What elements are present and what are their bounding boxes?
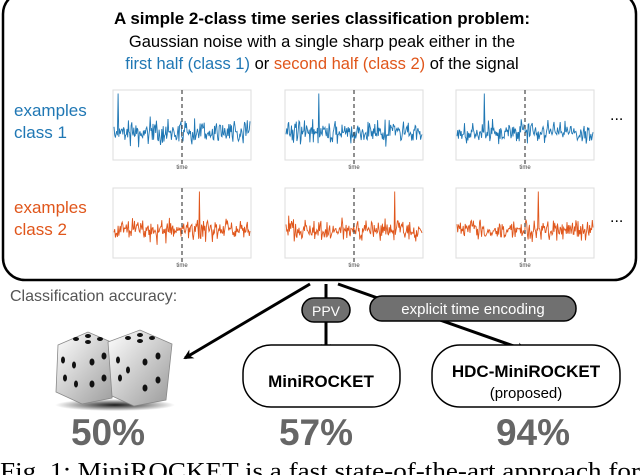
problem-box xyxy=(1,0,638,282)
ellipsis-row2: ... xyxy=(610,209,623,226)
hdc-minirocket-label: HDC-MiniROCKET xyxy=(452,362,601,381)
proposed-note: (proposed) xyxy=(490,385,563,402)
time-axis-label: time xyxy=(348,263,360,269)
time-axis-label: time xyxy=(176,263,188,269)
time-axis-label: time xyxy=(519,165,531,171)
time-axis-label: time xyxy=(176,165,188,171)
example-plots: time time time time time time xyxy=(112,89,595,269)
dice-icon xyxy=(55,329,175,411)
hdc-minirocket-accuracy: 94% xyxy=(496,412,570,453)
hdc-minirocket-box xyxy=(431,344,621,408)
figure-caption: Fig. 1: MiniROCKET is a fast state-of-th… xyxy=(0,459,640,475)
signal-line xyxy=(285,93,423,147)
title: A simple 2-class time series classificat… xyxy=(114,9,530,28)
random-accuracy: 50% xyxy=(71,412,145,453)
subtitle-line1: Gaussian noise with a single sharp peak … xyxy=(129,33,515,51)
minirocket-accuracy: 57% xyxy=(279,412,353,453)
row1-label-line2: class 1 xyxy=(14,123,67,142)
subtitle-line2: first half (class 1) or second half (cla… xyxy=(125,55,518,73)
row1-label-line1: examples xyxy=(14,101,87,120)
time-encoding-pill xyxy=(369,295,577,322)
accuracy-label: Classification accuracy: xyxy=(10,288,177,305)
minirocket-box xyxy=(242,344,401,408)
time-encoding-label: explicit time encoding xyxy=(401,301,544,318)
signal-line xyxy=(456,93,594,145)
signal-line xyxy=(113,93,251,148)
time-axis-label: time xyxy=(519,263,531,269)
signal-line xyxy=(285,191,423,242)
time-axis-label: time xyxy=(348,165,360,171)
minirocket-label: MiniROCKET xyxy=(268,372,374,391)
arrow-to-random xyxy=(183,282,311,360)
ellipsis-row1: ... xyxy=(610,107,623,124)
ppv-label: PPV xyxy=(312,303,341,319)
signal-line xyxy=(456,191,594,243)
row2-label-line1: examples xyxy=(14,198,87,217)
ppv-pill xyxy=(301,297,351,323)
row2-label-line2: class 2 xyxy=(14,220,67,239)
